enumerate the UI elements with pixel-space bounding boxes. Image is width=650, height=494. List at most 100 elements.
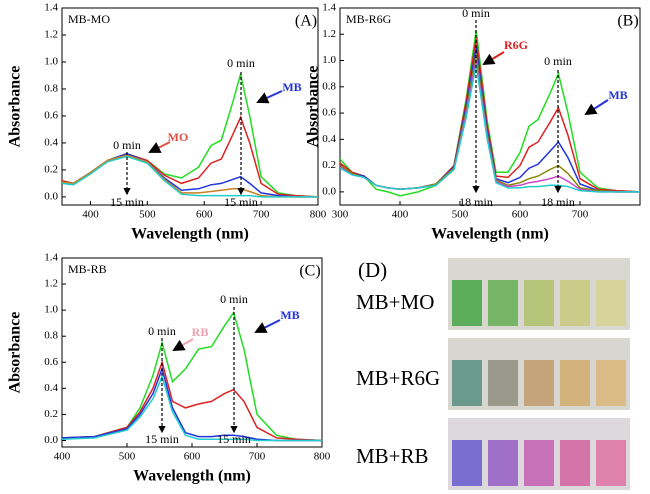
y-tick-label: 0.0	[44, 434, 58, 446]
annotation: 0 min	[227, 56, 255, 70]
x-tick-label: 600	[184, 451, 201, 463]
y-axis-label: Absorbance	[7, 66, 24, 148]
annotation: MB	[282, 80, 301, 94]
x-tick-label: 800	[314, 451, 331, 463]
series-line	[62, 374, 322, 442]
plot-frame	[339, 7, 641, 206]
series-line	[62, 366, 322, 442]
vial	[488, 280, 518, 326]
y-tick-label: 1.2	[44, 29, 58, 41]
arrow	[256, 90, 283, 104]
annotation: 15 min	[224, 195, 258, 209]
annotation: R6G	[504, 38, 528, 52]
series-line	[62, 310, 322, 442]
x-axis-label: Wavelength (nm)	[133, 468, 251, 485]
annotation: RB	[192, 325, 209, 339]
x-tick-label: 400	[392, 209, 409, 221]
series-line	[340, 47, 640, 193]
panel-label: (D)	[358, 258, 387, 282]
series-line	[340, 64, 640, 193]
series-line	[62, 152, 318, 198]
y-tick-label: 1.4	[44, 252, 58, 264]
x-tick-label: 500	[139, 209, 156, 221]
series-line	[62, 154, 318, 198]
panel-title: MB-MO	[68, 12, 110, 26]
chart: 300 400 500 600 700 0.0 0.2 0.4 0.6 0.8 1.0 1.2 1.4 M…	[305, 2, 641, 243]
x-tick-label: 700	[253, 209, 270, 221]
vial	[452, 280, 482, 326]
x-tick-label: 400	[54, 451, 71, 463]
arrow	[584, 99, 609, 116]
x-tick-label: 700	[249, 451, 266, 463]
y-tick-label: 0.2	[322, 159, 336, 171]
annotation: 0 min	[220, 292, 248, 306]
y-axis-label: Absorbance	[305, 66, 322, 148]
y-tick-label: 1.4	[322, 2, 336, 14]
y-tick-label: 0.0	[44, 190, 58, 202]
y-tick-label: 0.0	[322, 185, 336, 197]
annotation: 0 min	[544, 54, 572, 68]
annotation: 0 min	[113, 138, 141, 152]
chart: 400 500 600 700 800 0.0 0.2 0.4 0.6 0.8 1.0 1.2 1.4 M…	[7, 252, 331, 485]
arrow	[172, 338, 194, 352]
x-tick-label: 300	[332, 209, 349, 221]
vial	[560, 280, 590, 326]
annotation: 18 min	[459, 195, 493, 209]
vial	[452, 360, 482, 406]
series-line	[340, 30, 640, 197]
vial	[452, 440, 482, 486]
row-label: MB+RB	[356, 444, 429, 468]
panel-label: (B)	[617, 13, 638, 30]
x-tick-label: 600	[196, 209, 213, 221]
x-tick-label: 700	[572, 209, 589, 221]
x-axis-label: Wavelength (nm)	[431, 226, 549, 243]
series-line	[62, 155, 318, 198]
vial	[488, 360, 518, 406]
photo-panel: (D) MB+MO MB+R6G MB+RB	[356, 258, 630, 490]
y-tick-label: 0.8	[322, 80, 336, 92]
vial	[596, 360, 626, 406]
series-line	[62, 115, 318, 198]
y-tick-label: 1.0	[322, 54, 336, 66]
y-tick-label: 1.2	[322, 28, 336, 40]
y-tick-label: 0.6	[322, 107, 336, 119]
y-tick-label: 0.8	[44, 330, 58, 342]
y-tick-label: 0.6	[44, 356, 58, 368]
y-tick-label: 0.4	[44, 382, 58, 394]
annotation: MB	[280, 308, 299, 322]
y-tick-label: 1.0	[44, 304, 58, 316]
vial	[488, 440, 518, 486]
x-tick-label: 500	[119, 451, 136, 463]
annotation: MB	[608, 88, 627, 102]
panel-label: (C)	[299, 263, 320, 280]
y-tick-label: 1.2	[44, 278, 58, 290]
y-tick-label: 0.4	[44, 136, 58, 148]
annotation: 18 min	[541, 195, 575, 209]
plot-frame	[61, 7, 319, 206]
annotation: 15 min	[217, 432, 251, 446]
y-tick-label: 0.8	[44, 82, 58, 94]
series-line	[340, 60, 640, 193]
x-tick-label: 500	[452, 209, 469, 221]
panel-title: MB-R6G	[346, 12, 392, 26]
y-tick-label: 0.6	[44, 109, 58, 121]
x-tick-label: 400	[82, 209, 99, 221]
arrow	[148, 141, 171, 153]
y-tick-label: 0.4	[322, 133, 336, 145]
vial	[524, 440, 554, 486]
y-tick-label: 0.2	[44, 163, 58, 175]
vial	[560, 440, 590, 486]
series-line	[340, 53, 640, 193]
annotation: 15 min	[145, 432, 179, 446]
arrow	[254, 319, 281, 333]
x-axis-label: Wavelength (nm)	[131, 226, 249, 243]
vial	[560, 360, 590, 406]
x-tick-label: 800	[310, 209, 327, 221]
vial	[596, 440, 626, 486]
y-tick-label: 0.2	[44, 408, 58, 420]
plot-frame	[61, 257, 323, 448]
annotation: 0 min	[148, 324, 176, 338]
row-label: MB+R6G	[356, 366, 440, 390]
y-tick-label: 1.4	[44, 2, 58, 14]
